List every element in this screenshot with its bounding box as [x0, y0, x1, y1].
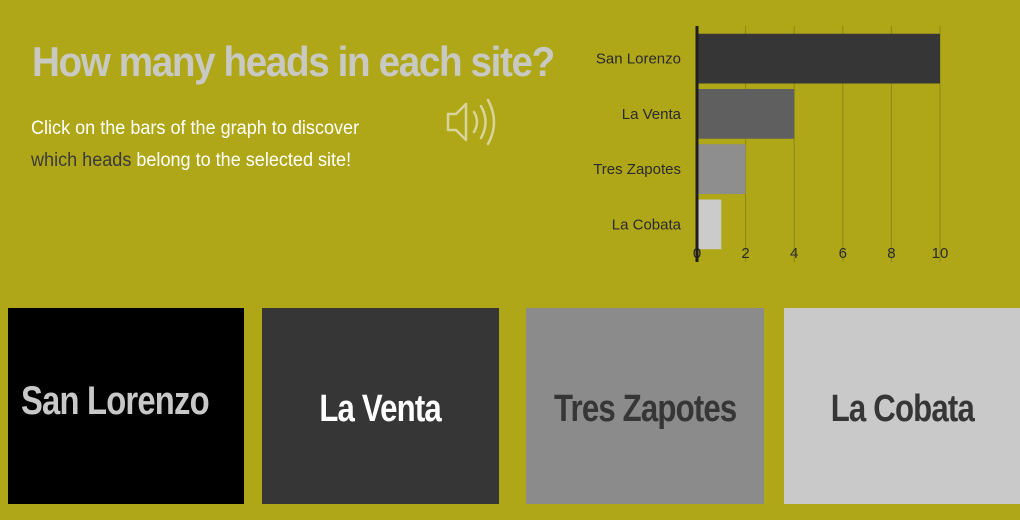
site-card-label: Tres Zapotes	[553, 387, 737, 430]
x-tick-label-8: 8	[887, 245, 895, 262]
heads-bar-chart: San Lorenzo La Venta Tres Zapotes La Cobata…	[593, 26, 949, 262]
bar-san-lorenzo[interactable]	[697, 33, 940, 84]
bar-tres-zapotes[interactable]	[697, 144, 746, 194]
site-card-la-venta[interactable]: La Venta	[262, 308, 499, 504]
x-tick-label-2: 2	[741, 245, 749, 262]
site-card-la-cobata[interactable]: La Cobata	[784, 308, 1020, 504]
instructions-highlight: which heads	[31, 150, 132, 171]
x-tick-label-10: 10	[932, 245, 949, 262]
instructions-text: Click on the bars of the graph to discov…	[31, 113, 373, 177]
site-card-label: La Venta	[319, 387, 442, 430]
speaker-volume-icon[interactable]	[442, 96, 504, 148]
bar-la-venta[interactable]	[697, 89, 795, 139]
category-label-la-cobata: La Cobata	[612, 216, 682, 233]
instructions-part-2: belong to the selected site!	[131, 150, 352, 171]
category-label-tres-zapotes: Tres Zapotes	[593, 161, 681, 178]
site-card-tres-zapotes[interactable]: Tres Zapotes	[526, 308, 764, 504]
bar-la-cobata[interactable]	[697, 199, 722, 250]
site-card-label: San Lorenzo	[21, 378, 210, 423]
x-tick-label-4: 4	[790, 245, 798, 262]
site-card-label: La Cobata	[830, 387, 974, 430]
instructions-part-1: Click on the bars of the graph to discov…	[31, 118, 360, 139]
category-label-san-lorenzo: San Lorenzo	[596, 51, 681, 68]
site-card-san-lorenzo[interactable]: San Lorenzo	[8, 308, 244, 504]
x-tick-label-6: 6	[839, 245, 847, 262]
category-label-la-venta: La Venta	[622, 106, 682, 123]
page-title: How many heads in each site?	[32, 38, 555, 85]
